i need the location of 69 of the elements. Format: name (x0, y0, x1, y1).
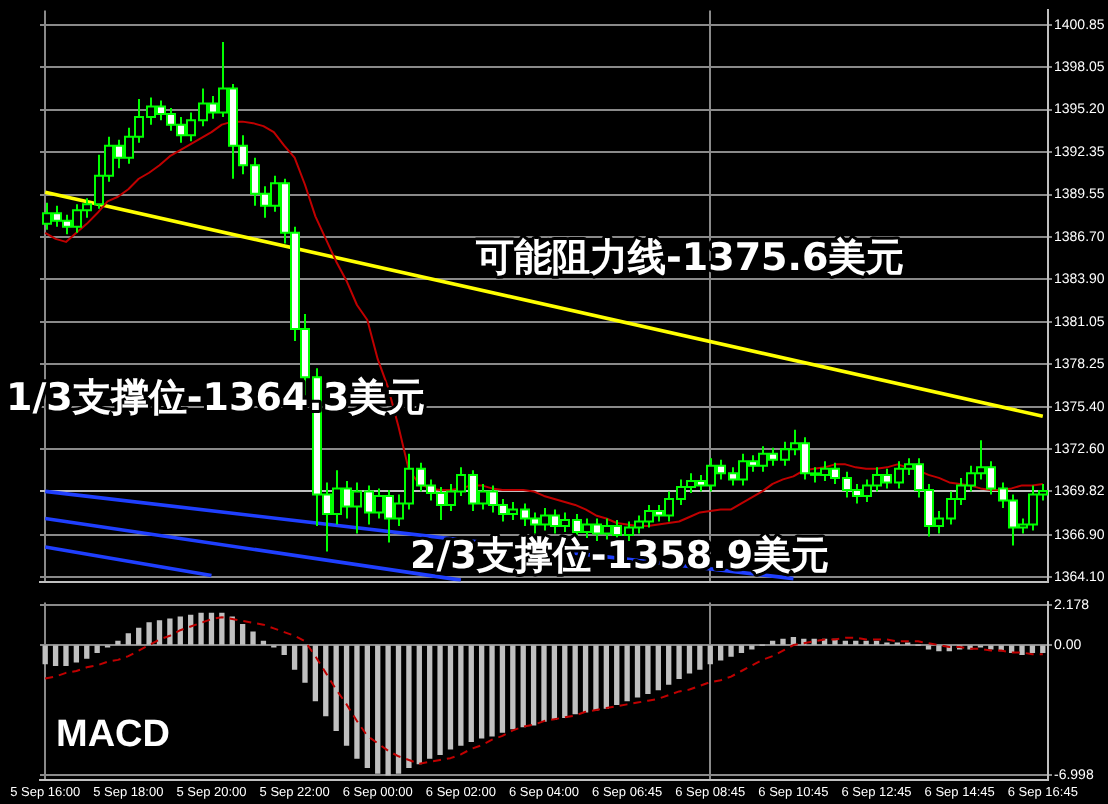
bar (468, 645, 474, 743)
line-series (44, 616, 1044, 765)
bar (572, 645, 578, 715)
bar (666, 645, 672, 685)
bar (655, 645, 661, 691)
bar (395, 645, 402, 774)
bar (219, 612, 225, 645)
annotation: 可能阻力线-1375.6美元 (474, 235, 905, 280)
bar (437, 645, 443, 756)
bar (84, 645, 90, 659)
bar (323, 645, 329, 717)
bar (427, 645, 433, 759)
bar (281, 645, 287, 655)
bar (94, 645, 100, 654)
bar (530, 645, 537, 726)
bar (375, 645, 381, 774)
bar (707, 645, 713, 665)
bar (728, 645, 734, 657)
bar (686, 645, 693, 674)
bar (167, 618, 173, 645)
bar (125, 633, 131, 645)
bar (73, 645, 80, 663)
bar (936, 645, 942, 652)
bar (416, 645, 422, 765)
bar (291, 645, 298, 670)
bar (499, 645, 506, 733)
bar (634, 645, 641, 698)
bar (406, 645, 412, 769)
bar (1019, 645, 1025, 655)
bar (811, 638, 817, 645)
bar (42, 645, 48, 665)
bar (603, 645, 610, 709)
bar (614, 645, 620, 706)
bar (478, 645, 485, 739)
bar (343, 645, 350, 746)
bar (63, 645, 69, 667)
bar (146, 622, 152, 645)
bar (780, 638, 786, 645)
bar (738, 645, 745, 654)
bar (52, 645, 59, 667)
bar (541, 645, 547, 722)
bar (718, 645, 724, 661)
bar (593, 645, 599, 711)
bar (312, 645, 319, 702)
bar (208, 612, 215, 645)
bar (645, 645, 651, 694)
bar (1029, 645, 1036, 654)
bar (510, 645, 516, 730)
bar (458, 645, 464, 746)
bar (697, 645, 703, 670)
bar (354, 645, 360, 759)
bar (489, 645, 495, 737)
bar (250, 631, 256, 645)
bar (385, 645, 391, 776)
bar (364, 645, 370, 769)
bar (551, 645, 558, 720)
bar (624, 645, 630, 702)
bar (562, 645, 568, 719)
bar (447, 645, 454, 750)
bar (520, 645, 526, 728)
bar (302, 645, 308, 683)
bar (198, 612, 204, 645)
bar (582, 645, 589, 713)
bar (676, 645, 682, 680)
bar (136, 627, 142, 645)
bar (156, 620, 163, 645)
bar (333, 645, 339, 731)
bar (239, 623, 246, 645)
annotation: MACD (56, 714, 170, 757)
